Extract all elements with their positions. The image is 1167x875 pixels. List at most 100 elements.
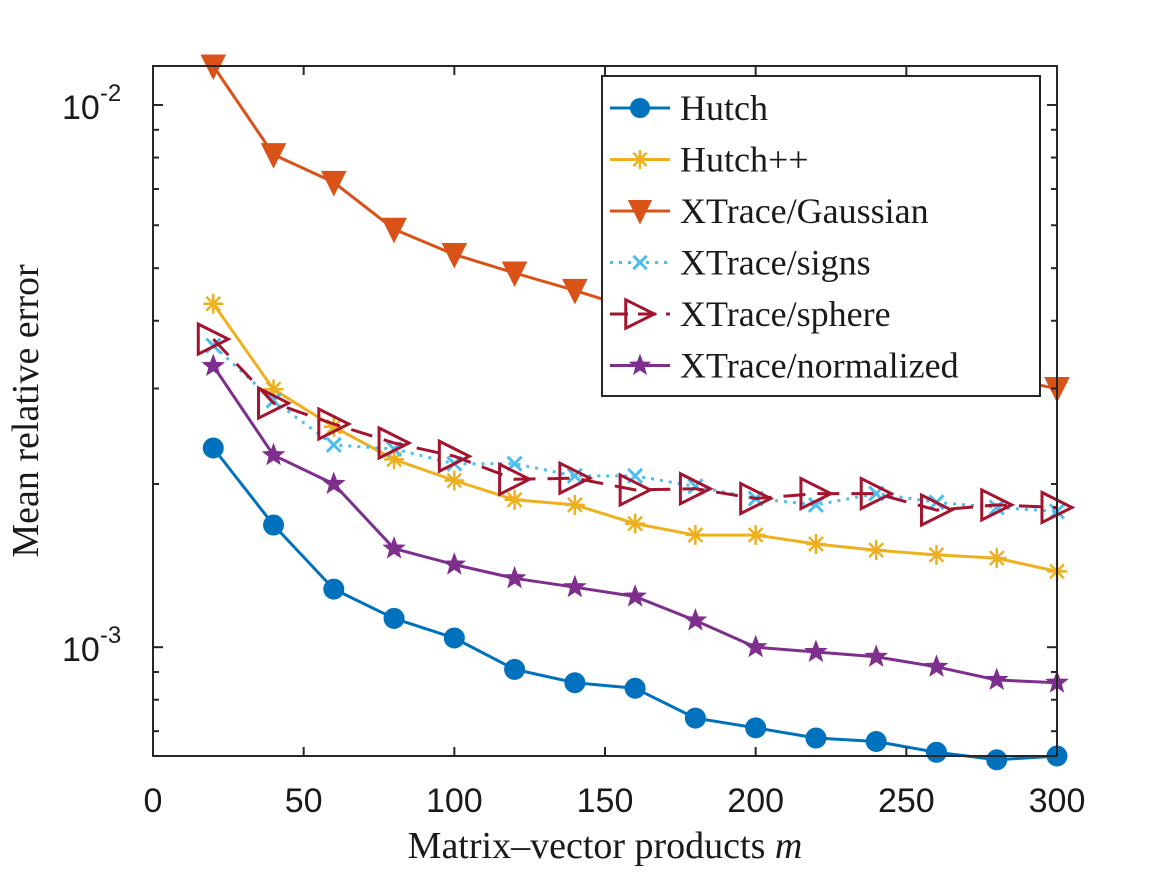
legend-item: Hutch <box>610 88 768 128</box>
data-point <box>498 461 533 497</box>
legend-item: XTrace/sphere <box>610 294 891 334</box>
legend-marker <box>630 150 650 169</box>
data-point <box>382 536 406 559</box>
data-point <box>566 467 583 484</box>
data-point <box>685 525 706 546</box>
data-point <box>203 293 224 314</box>
data-point <box>684 707 706 729</box>
data-point <box>805 727 827 749</box>
x-tick-label: 50 <box>285 782 323 820</box>
legend-label: XTrace/Gaussian <box>680 191 929 231</box>
data-point <box>687 478 704 495</box>
data-point <box>743 634 768 658</box>
data-point <box>988 499 1005 516</box>
data-point <box>441 242 468 269</box>
data-point <box>257 385 292 421</box>
data-point <box>926 544 947 565</box>
data-point <box>804 639 828 663</box>
data-point <box>320 170 347 197</box>
data-point <box>563 574 587 598</box>
tick-layer: 0 50 100 150 200 250 300 10-2 10-3 <box>62 66 1085 820</box>
data-point <box>859 476 895 512</box>
data-point <box>442 552 467 575</box>
data-point <box>623 584 647 607</box>
legend-marker <box>632 254 648 271</box>
data-point <box>443 627 465 649</box>
legend-item: XTrace/normalized <box>610 346 959 386</box>
data-point <box>986 548 1007 569</box>
y-tick-label: 10-3 <box>62 622 121 669</box>
data-point <box>984 667 1009 691</box>
data-point <box>745 525 766 546</box>
data-point <box>501 261 528 288</box>
data-point <box>437 438 473 474</box>
legend-marker <box>628 353 652 376</box>
data-point <box>444 470 465 491</box>
series-layer <box>196 54 1076 771</box>
data-point <box>925 741 947 763</box>
data-point <box>383 607 405 629</box>
data-point <box>263 379 284 400</box>
data-point <box>919 492 955 528</box>
series-xtrace-normalized <box>201 353 1069 693</box>
data-point <box>625 513 646 534</box>
data-point <box>739 481 775 516</box>
data-point <box>562 278 588 305</box>
y-tick-label: 10-2 <box>62 80 121 127</box>
legend-marker <box>624 297 658 331</box>
legend-label: XTrace/signs <box>680 243 871 283</box>
data-point <box>265 392 282 409</box>
data-point <box>325 436 342 454</box>
legend-label: Hutch <box>680 88 768 128</box>
series-hutch <box>202 437 1068 771</box>
legend-item: XTrace/signs <box>610 243 871 283</box>
data-point <box>980 487 1016 523</box>
legend-label: Hutch++ <box>680 140 809 180</box>
data-point <box>866 540 887 561</box>
data-point <box>618 472 654 508</box>
x-tick-label: 150 <box>577 782 634 820</box>
data-point <box>202 437 224 459</box>
legend-marker <box>627 200 653 225</box>
legend-item: XTrace/Gaussian <box>610 191 929 231</box>
data-point <box>986 749 1008 771</box>
data-point <box>377 425 413 461</box>
data-point <box>558 460 594 496</box>
data-point <box>321 471 346 495</box>
legend-item: Hutch++ <box>610 140 809 180</box>
data-point <box>196 321 232 357</box>
x-tick-label: 100 <box>426 782 483 820</box>
data-point <box>805 533 826 554</box>
x-tick-label: 0 <box>144 782 163 820</box>
x-tick-label: 300 <box>1029 782 1086 820</box>
data-point <box>263 514 285 536</box>
legend-box <box>601 75 1041 397</box>
data-point <box>924 654 949 677</box>
x-tick-label: 200 <box>727 782 784 820</box>
data-point <box>864 644 889 667</box>
data-point <box>799 476 835 512</box>
data-point <box>261 442 286 466</box>
data-point <box>260 143 287 169</box>
data-point <box>317 406 353 442</box>
x-tick-label: 250 <box>878 782 935 820</box>
series-xtrace-sphere <box>196 321 1076 528</box>
data-point <box>683 608 708 631</box>
data-point <box>323 416 344 437</box>
y-axis-title: Mean relative error <box>5 264 47 558</box>
data-point <box>564 672 586 694</box>
data-point <box>745 717 767 739</box>
data-point <box>678 471 714 507</box>
legend: Hutch Hutch++ XTrace/Gaussian XTrace/signs X… <box>601 75 1041 397</box>
series-line <box>212 338 1058 512</box>
data-point <box>504 658 526 680</box>
data-point <box>865 731 887 753</box>
x-axis-title: Matrix–vector products m <box>408 825 803 867</box>
data-point <box>502 565 527 589</box>
legend-marker <box>630 98 650 118</box>
data-point <box>624 677 646 699</box>
series-hutch- <box>203 293 1067 582</box>
data-point <box>504 489 525 510</box>
data-point <box>384 449 405 470</box>
